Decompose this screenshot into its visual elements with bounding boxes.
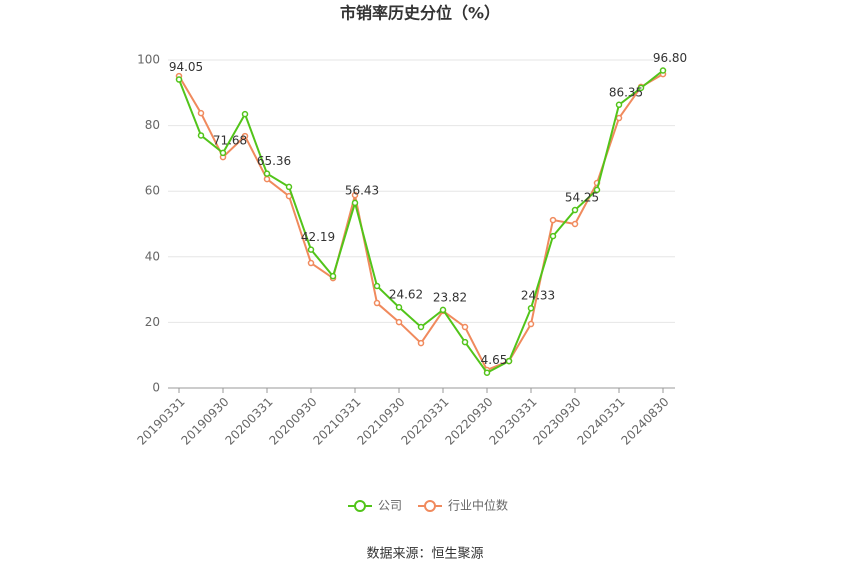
value-label: 94.05 [169, 60, 203, 74]
point [549, 232, 557, 240]
legend-label: 公司 [378, 499, 402, 513]
point [241, 132, 249, 140]
point [549, 216, 557, 224]
chart-title: 市销率历史分位（%） [340, 4, 500, 23]
point [241, 110, 249, 118]
point [571, 220, 579, 228]
point [329, 272, 337, 280]
point [505, 357, 513, 365]
value-label: 86.35 [609, 85, 643, 99]
legend-item: 行业中位数 [418, 498, 508, 513]
point [263, 175, 271, 183]
point [439, 306, 447, 314]
y-tick-label: 80 [145, 118, 160, 132]
point [373, 299, 381, 307]
point [571, 206, 579, 214]
point [527, 320, 535, 328]
point [659, 67, 667, 74]
point [285, 183, 293, 191]
y-tick-label: 40 [145, 249, 160, 263]
value-label: 23.82 [433, 290, 467, 304]
point [263, 170, 271, 177]
value-label: 24.62 [389, 288, 423, 302]
point [615, 101, 623, 109]
point [527, 304, 535, 312]
point [483, 369, 491, 376]
point [307, 259, 315, 267]
y-tick-label: 100 [137, 53, 160, 67]
y-tick-label: 0 [152, 381, 160, 395]
value-label: 56.43 [345, 183, 379, 197]
value-label: 24.33 [521, 289, 555, 303]
value-label: 4.65 [481, 353, 508, 367]
point [637, 84, 645, 92]
x-tick-label: 20240830 [619, 395, 672, 448]
point [395, 303, 403, 311]
source: 数据来源：恒生聚源 [366, 547, 483, 562]
point [175, 76, 183, 83]
point [593, 186, 601, 194]
point [219, 149, 227, 157]
value-label: 42.19 [301, 230, 335, 244]
value-label: 54.25 [565, 191, 599, 205]
y-tick-label: 60 [145, 184, 160, 198]
legend-marker [424, 500, 436, 512]
point [395, 318, 403, 326]
point [461, 338, 469, 346]
point [417, 323, 425, 331]
point [197, 132, 205, 139]
point [307, 246, 315, 253]
legend-marker [354, 500, 366, 512]
point [351, 191, 359, 199]
point [197, 109, 205, 117]
point [351, 199, 359, 207]
legend-label: 行业中位数 [448, 498, 508, 513]
legend-item: 公司 [348, 499, 402, 513]
y-tick-label: 20 [145, 315, 160, 329]
value-label: 71.68 [213, 133, 247, 147]
value-label: 65.36 [257, 154, 291, 168]
value-label: 96.80 [653, 51, 687, 65]
point [461, 323, 469, 331]
point [373, 282, 381, 290]
point [615, 114, 623, 122]
point [417, 339, 425, 347]
